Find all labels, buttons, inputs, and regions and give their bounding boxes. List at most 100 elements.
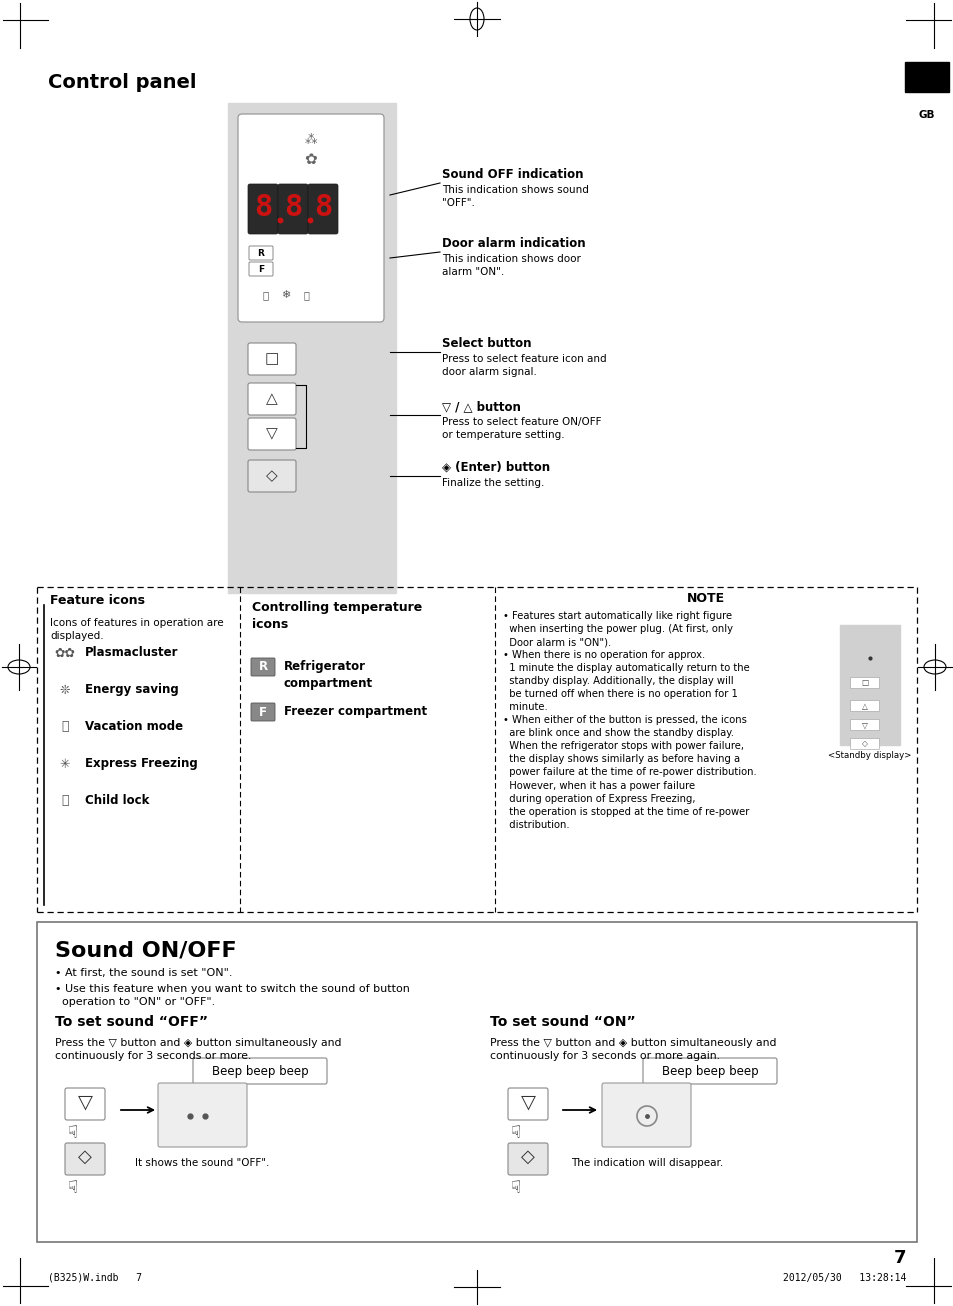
Text: GB: GB xyxy=(918,110,934,120)
FancyBboxPatch shape xyxy=(850,678,879,688)
Text: <Standby display>: <Standby display> xyxy=(827,751,911,760)
Text: ▽: ▽ xyxy=(266,427,277,441)
FancyBboxPatch shape xyxy=(37,922,916,1242)
Text: Child lock: Child lock xyxy=(85,794,150,807)
FancyBboxPatch shape xyxy=(850,700,879,712)
Text: ◇: ◇ xyxy=(862,739,867,748)
Text: Door alarm indication: Door alarm indication xyxy=(441,236,585,249)
Text: ◇: ◇ xyxy=(78,1148,91,1166)
Text: • Features start automatically like right figure
  when inserting the power plug: • Features start automatically like righ… xyxy=(502,611,756,829)
Text: Icons of features in operation are
displayed.: Icons of features in operation are displ… xyxy=(50,618,223,641)
FancyBboxPatch shape xyxy=(507,1143,547,1175)
Text: ❊: ❊ xyxy=(60,683,71,696)
Text: Finalize the setting.: Finalize the setting. xyxy=(441,478,544,488)
Text: ✿: ✿ xyxy=(304,153,317,167)
Text: □: □ xyxy=(265,351,279,367)
Text: NOTE: NOTE xyxy=(686,592,724,605)
FancyBboxPatch shape xyxy=(249,246,273,260)
FancyBboxPatch shape xyxy=(237,114,384,323)
Text: 🧊: 🧊 xyxy=(263,290,269,300)
Text: ▽ / △ button: ▽ / △ button xyxy=(441,400,520,413)
Text: The indication will disappear.: The indication will disappear. xyxy=(570,1158,722,1168)
FancyBboxPatch shape xyxy=(248,184,277,234)
Text: ◈ (Enter) button: ◈ (Enter) button xyxy=(441,461,550,474)
Text: R: R xyxy=(257,248,264,257)
FancyBboxPatch shape xyxy=(65,1088,105,1121)
Text: ◇: ◇ xyxy=(266,469,277,483)
Text: To set sound “ON”: To set sound “ON” xyxy=(490,1015,635,1029)
Text: 8: 8 xyxy=(253,193,272,222)
FancyBboxPatch shape xyxy=(251,703,274,721)
Text: ✿✿: ✿✿ xyxy=(54,646,75,660)
Text: Beep beep beep: Beep beep beep xyxy=(212,1064,308,1077)
FancyBboxPatch shape xyxy=(308,184,337,234)
Text: ✳: ✳ xyxy=(60,757,71,771)
Text: Press the ▽ button and ◈ button simultaneously and
continuously for 3 seconds or: Press the ▽ button and ◈ button simultan… xyxy=(490,1038,776,1062)
Text: 7: 7 xyxy=(893,1249,905,1267)
Text: This indication shows door
alarm "ON".: This indication shows door alarm "ON". xyxy=(441,253,580,277)
Text: 🧊: 🧊 xyxy=(61,721,69,734)
Text: Press to select feature ON/OFF
or temperature setting.: Press to select feature ON/OFF or temper… xyxy=(441,417,601,440)
FancyBboxPatch shape xyxy=(850,720,879,730)
Bar xyxy=(840,626,899,744)
Text: 🔒: 🔒 xyxy=(61,794,69,807)
Text: 2012/05/30   13:28:14: 2012/05/30 13:28:14 xyxy=(781,1273,905,1282)
Text: (B325)W.indb   7: (B325)W.indb 7 xyxy=(48,1273,142,1282)
Text: 8: 8 xyxy=(283,193,302,222)
Text: To set sound “OFF”: To set sound “OFF” xyxy=(55,1015,208,1029)
Text: 8: 8 xyxy=(314,193,332,222)
Text: This indication shows sound
"OFF".: This indication shows sound "OFF". xyxy=(441,185,588,208)
Text: ☟: ☟ xyxy=(68,1179,78,1198)
Bar xyxy=(904,61,948,91)
Text: Freezer compartment: Freezer compartment xyxy=(284,705,427,718)
Text: Express Freezing: Express Freezing xyxy=(85,757,197,771)
Text: △: △ xyxy=(266,392,277,406)
Text: ☟: ☟ xyxy=(511,1124,520,1141)
Text: ◇: ◇ xyxy=(520,1148,535,1166)
FancyBboxPatch shape xyxy=(601,1083,690,1147)
Text: ▽: ▽ xyxy=(862,721,867,730)
Text: □: □ xyxy=(861,679,868,687)
Text: Sound OFF indication: Sound OFF indication xyxy=(441,168,583,182)
Text: ❄: ❄ xyxy=(281,290,291,300)
FancyBboxPatch shape xyxy=(158,1083,247,1147)
FancyBboxPatch shape xyxy=(850,738,879,750)
Text: R: R xyxy=(258,661,267,674)
Text: Control panel: Control panel xyxy=(48,73,196,91)
FancyBboxPatch shape xyxy=(507,1088,547,1121)
Circle shape xyxy=(912,101,940,129)
Text: • Use this feature when you want to switch the sound of button
  operation to "O: • Use this feature when you want to swit… xyxy=(55,983,410,1007)
Text: Sound ON/OFF: Sound ON/OFF xyxy=(55,940,236,960)
Text: Select button: Select button xyxy=(441,337,531,350)
Text: It shows the sound "OFF".: It shows the sound "OFF". xyxy=(134,1158,269,1168)
Text: F: F xyxy=(258,705,267,718)
Bar xyxy=(228,103,395,593)
FancyBboxPatch shape xyxy=(248,343,295,375)
Text: ⁂: ⁂ xyxy=(304,133,317,146)
Text: ▽: ▽ xyxy=(520,1093,535,1111)
Text: ☟: ☟ xyxy=(68,1124,78,1141)
Text: F: F xyxy=(257,265,264,273)
Text: Plasmacluster: Plasmacluster xyxy=(85,646,178,660)
Text: • At first, the sound is set "ON".: • At first, the sound is set "ON". xyxy=(55,968,233,978)
Text: ▽: ▽ xyxy=(77,1093,92,1111)
FancyBboxPatch shape xyxy=(277,184,308,234)
FancyBboxPatch shape xyxy=(248,460,295,492)
FancyBboxPatch shape xyxy=(193,1058,327,1084)
Text: Vacation mode: Vacation mode xyxy=(85,721,183,734)
Text: Energy saving: Energy saving xyxy=(85,683,178,696)
Text: Feature icons: Feature icons xyxy=(50,594,145,607)
Text: Refrigerator
compartment: Refrigerator compartment xyxy=(284,660,373,690)
FancyBboxPatch shape xyxy=(251,658,274,677)
Text: 🔇: 🔇 xyxy=(303,290,309,300)
FancyBboxPatch shape xyxy=(65,1143,105,1175)
FancyBboxPatch shape xyxy=(248,383,295,415)
FancyBboxPatch shape xyxy=(248,418,295,451)
Text: Press the ▽ button and ◈ button simultaneously and
continuously for 3 seconds or: Press the ▽ button and ◈ button simultan… xyxy=(55,1038,341,1062)
FancyBboxPatch shape xyxy=(642,1058,776,1084)
Text: Press to select feature icon and
door alarm signal.: Press to select feature icon and door al… xyxy=(441,354,606,377)
Text: △: △ xyxy=(862,701,867,710)
Text: ☟: ☟ xyxy=(511,1179,520,1198)
FancyBboxPatch shape xyxy=(249,263,273,276)
Text: Beep beep beep: Beep beep beep xyxy=(661,1064,758,1077)
